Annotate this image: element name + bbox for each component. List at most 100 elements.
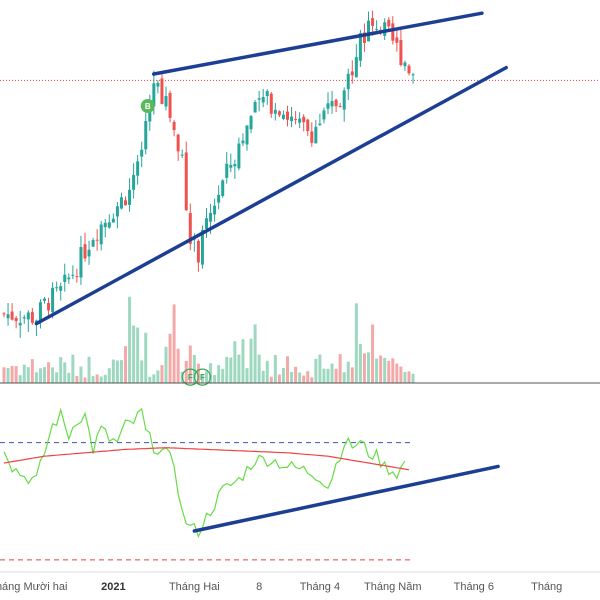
candle-body	[176, 134, 180, 152]
buy-marker-circle	[140, 99, 155, 113]
candle-body	[43, 298, 46, 301]
volume-bar	[38, 368, 42, 383]
volume-bar	[290, 371, 294, 383]
candle-body	[334, 99, 338, 107]
x-tick-label: 8	[256, 581, 262, 593]
candle-body	[209, 212, 213, 222]
x-tick-label: Tháng Năm	[364, 581, 421, 593]
candle-body	[277, 111, 281, 116]
candle-body	[63, 274, 67, 283]
candle-body	[281, 114, 285, 119]
candle-body	[59, 286, 63, 291]
volume-bar	[221, 368, 225, 383]
oscillator-line	[3, 407, 406, 539]
candle-body	[273, 109, 277, 114]
volume-bar	[71, 354, 75, 383]
volume-bar	[326, 368, 330, 383]
candle-body	[221, 180, 225, 196]
volume-bar	[26, 367, 30, 383]
volume-bar	[209, 363, 213, 383]
volume-bar	[350, 367, 354, 383]
volume-bar	[152, 374, 156, 383]
volume-bar	[217, 365, 221, 383]
buy-marker: B	[140, 99, 155, 113]
volume-bar	[225, 356, 229, 383]
candle-body	[383, 22, 387, 36]
candle-body	[322, 110, 326, 120]
candle-body	[10, 311, 14, 320]
volume-bar	[188, 345, 192, 383]
volume-bar	[306, 371, 310, 383]
candle-body	[144, 121, 148, 150]
candle-body	[26, 312, 30, 320]
candle-body	[71, 274, 75, 276]
volume-bar	[354, 303, 358, 383]
volume-bar	[67, 372, 71, 383]
volume-bar	[391, 358, 395, 383]
volume-bar	[79, 366, 83, 383]
volume-bar	[273, 354, 277, 383]
candle-body	[172, 121, 176, 131]
volume-bar	[253, 324, 257, 383]
volume-bar	[330, 363, 334, 383]
volume-bar	[358, 344, 362, 383]
volume-bar	[132, 325, 136, 383]
trendline-upper-channel	[152, 11, 484, 76]
candle-body	[326, 103, 330, 109]
volume-bar	[99, 376, 103, 383]
volume-bar	[160, 365, 164, 383]
volume-bar	[6, 368, 10, 383]
buy-marker-label: B	[145, 102, 151, 111]
volume-bar	[362, 353, 366, 383]
candle-body	[387, 19, 391, 27]
flag-marker-circle	[181, 368, 199, 386]
volume-bar	[286, 356, 289, 383]
candle-body	[87, 249, 91, 257]
price-panel: B	[0, 10, 600, 338]
volume-bar	[140, 360, 144, 383]
candle-body	[119, 197, 123, 209]
volume-bar	[14, 366, 18, 383]
volume-bar	[261, 370, 265, 383]
volume-bar	[136, 327, 140, 383]
candle-body	[217, 194, 221, 203]
candle-body	[67, 277, 71, 280]
candle-body	[95, 239, 99, 241]
candle-body	[103, 222, 107, 228]
volume-bar	[229, 357, 233, 383]
candle-body	[350, 71, 354, 76]
volume-bar	[241, 339, 245, 383]
volume-bar	[63, 362, 67, 383]
volume-bar	[172, 304, 176, 383]
volume-bar	[148, 376, 152, 383]
volume-bar	[371, 324, 375, 383]
candle-body	[399, 40, 403, 66]
candle-body	[160, 78, 164, 104]
volume-bar	[346, 361, 350, 383]
candle-body	[128, 189, 132, 205]
candle-body	[107, 222, 111, 228]
indicator-panel	[0, 407, 500, 561]
volume-bar	[342, 372, 346, 383]
flag-marker-label: F	[200, 373, 205, 382]
volume-bar	[107, 368, 111, 383]
candle-body	[358, 33, 362, 61]
volume-bar	[298, 372, 302, 383]
volume-bar	[184, 360, 188, 383]
candle-body	[184, 152, 188, 211]
volume-bar	[213, 375, 217, 383]
x-tick-label: Tháng 4	[300, 581, 340, 593]
volume-bar	[2, 367, 6, 383]
candle-body	[302, 116, 306, 123]
candle-body	[115, 206, 119, 217]
volume-bar	[383, 357, 387, 383]
candle-body	[346, 73, 350, 90]
volume-bar	[95, 374, 99, 383]
volume-bar	[164, 346, 168, 383]
candle-body	[136, 161, 140, 176]
candle-body	[22, 317, 26, 319]
candle-body	[205, 218, 208, 229]
candle-body	[241, 140, 245, 144]
volume-bar	[59, 357, 63, 383]
